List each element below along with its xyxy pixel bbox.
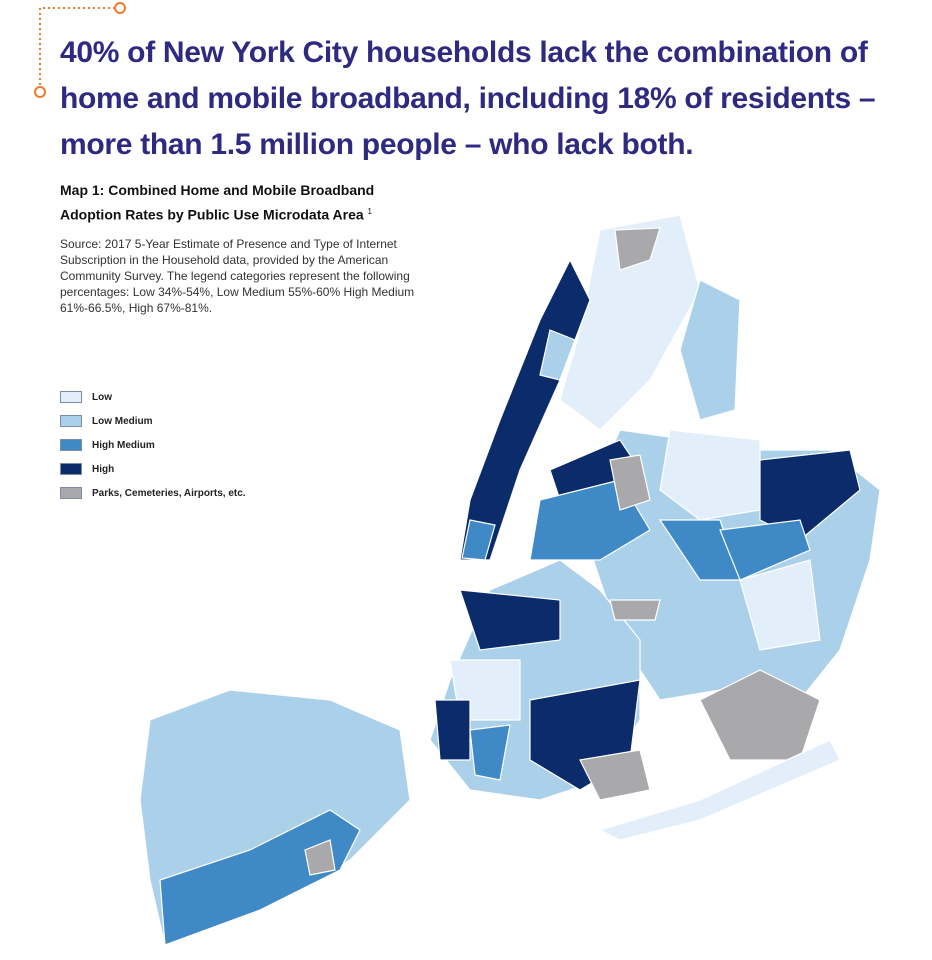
area (579, 749, 651, 801)
legend-item: Parks, Cemeteries, Airports, etc. (60, 481, 246, 505)
accent-dot (114, 2, 126, 14)
map-title-text: Map 1: Combined Home and Mobile Broadban… (60, 182, 375, 223)
legend-swatch (60, 439, 82, 451)
area (434, 699, 471, 761)
area (559, 214, 701, 431)
headline-line: home and mobile broadband, including 18%… (60, 82, 876, 115)
area (469, 724, 511, 781)
accent-line (39, 7, 120, 92)
source-note: Source: 2017 5-Year Estimate of Presence… (60, 237, 415, 315)
map-title: Map 1: Combined Home and Mobile Broadban… (60, 180, 420, 226)
legend-swatch (60, 391, 82, 403)
legend-item: Low Medium (60, 409, 246, 433)
legend-swatch (60, 415, 82, 427)
area (598, 739, 841, 841)
area (609, 599, 661, 621)
area (679, 279, 741, 421)
accent-dot (34, 86, 46, 98)
footnote-mark: 1 (367, 207, 372, 216)
headline: 40% of New York City households lack the… (60, 30, 920, 168)
area (459, 589, 561, 651)
area (609, 454, 651, 511)
legend-item: Low (60, 385, 246, 409)
area (539, 329, 576, 381)
area (159, 809, 361, 946)
accent (34, 2, 126, 98)
legend-item: High (60, 457, 246, 481)
legend: Low Low Medium High Medium High Parks, Cemet… (60, 385, 246, 505)
headline-line: more than 1.5 million people – who lack … (60, 128, 694, 161)
area (304, 839, 336, 876)
legend-label: Low Medium (92, 415, 153, 427)
area (739, 559, 821, 651)
area (759, 449, 861, 541)
area (461, 519, 496, 561)
area (659, 429, 761, 521)
legend-label: High Medium (92, 439, 155, 451)
legend-swatch (60, 487, 82, 499)
legend-label: Parks, Cemeteries, Airports, etc. (92, 487, 246, 499)
area (614, 227, 661, 271)
legend-label: High (92, 463, 115, 475)
area (719, 519, 811, 581)
legend-swatch (60, 463, 82, 475)
legend-item: High Medium (60, 433, 246, 457)
legend-label: Low (92, 391, 112, 403)
area (699, 669, 821, 761)
headline-line: 40% of New York City households lack the… (60, 36, 868, 69)
